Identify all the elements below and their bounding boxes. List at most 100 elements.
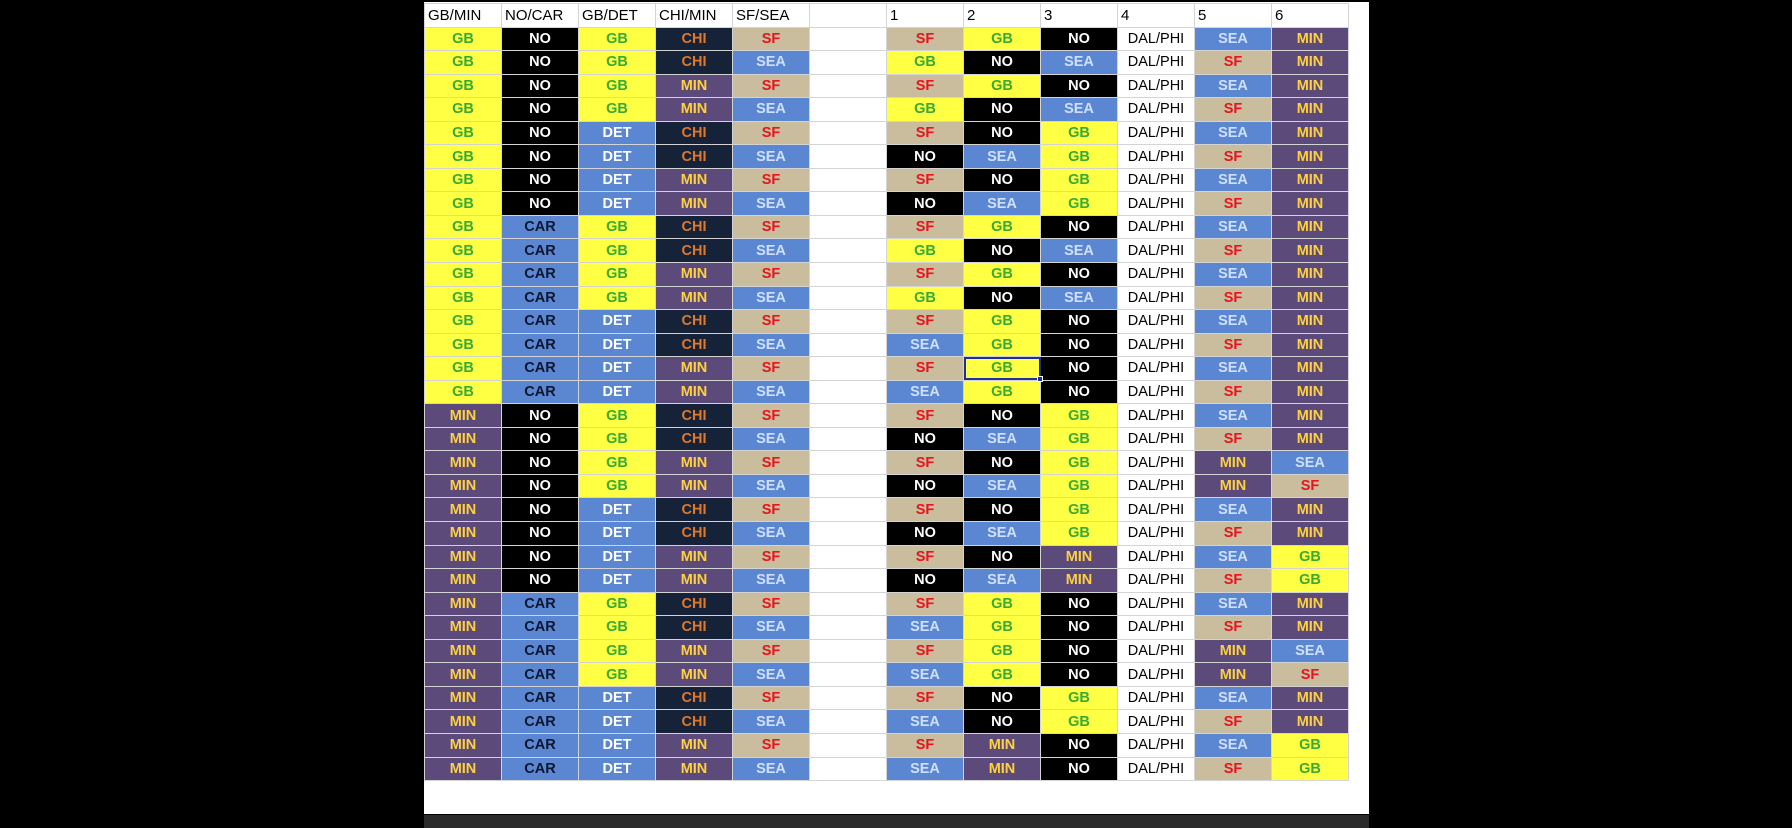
grid-cell[interactable]: SF	[886, 732, 964, 758]
grid-cell[interactable]	[809, 262, 887, 287]
grid-cell[interactable]: SF	[1194, 615, 1272, 640]
grid-cell[interactable]: SF	[886, 685, 964, 711]
grid-cell[interactable]: MIN	[424, 521, 502, 546]
grid-cell[interactable]: MIN	[424, 450, 502, 475]
grid-cell[interactable]: SEA	[732, 568, 810, 593]
grid-cell[interactable]: NO	[963, 709, 1041, 734]
grid-cell[interactable]: SEA	[732, 144, 810, 169]
grid-cell[interactable]: GB	[1271, 756, 1349, 782]
grid-cell[interactable]: GB	[424, 285, 502, 311]
grid-cell[interactable]: GB	[963, 615, 1041, 640]
grid-cell[interactable]: DAL/PHI	[1117, 309, 1195, 334]
grid-cell[interactable]: DAL/PHI	[1117, 144, 1195, 169]
grid-cell[interactable]: SEA	[886, 332, 964, 358]
grid-cell[interactable]: MIN	[655, 544, 733, 570]
grid-cell[interactable]: DAL/PHI	[1117, 403, 1195, 428]
grid-cell[interactable]: SF	[732, 638, 810, 664]
column-header[interactable]: GB/DET	[578, 3, 656, 28]
grid-cell[interactable]: SEA	[1194, 120, 1272, 146]
grid-cell[interactable]: MIN	[655, 473, 733, 499]
grid-cell[interactable]: SF	[886, 450, 964, 475]
grid-cell[interactable]: DAL/PHI	[1117, 332, 1195, 358]
grid-cell[interactable]: SEA	[1194, 309, 1272, 334]
grid-cell[interactable]: NO	[963, 497, 1041, 523]
grid-cell[interactable]: DAL/PHI	[1117, 591, 1195, 617]
grid-cell[interactable]: MIN	[655, 756, 733, 782]
grid-cell[interactable]	[809, 403, 887, 428]
grid-cell[interactable]: MIN	[424, 403, 502, 428]
grid-cell[interactable]: NO	[1040, 591, 1118, 617]
grid-cell[interactable]: MIN	[655, 356, 733, 381]
grid-cell[interactable]: CAR	[501, 709, 579, 734]
grid-cell[interactable]: SEA	[732, 97, 810, 122]
grid-cell[interactable]: SF	[886, 214, 964, 240]
grid-cell[interactable]: SF	[732, 167, 810, 193]
grid-cell[interactable]: DET	[578, 568, 656, 593]
grid-cell[interactable]: GB	[1040, 521, 1118, 546]
grid-cell[interactable]: GB	[886, 238, 964, 264]
grid-cell[interactable]: CAR	[501, 615, 579, 640]
grid-cell[interactable]: GB	[578, 662, 656, 687]
grid-cell[interactable]	[809, 238, 887, 264]
grid-cell[interactable]: NO	[963, 97, 1041, 122]
grid-cell[interactable]: SEA	[963, 144, 1041, 169]
grid-cell[interactable]: MIN	[655, 568, 733, 593]
grid-cell[interactable]: GB	[963, 73, 1041, 99]
grid-cell[interactable]: NO	[1040, 309, 1118, 334]
grid-cell[interactable]: NO	[963, 167, 1041, 193]
grid-cell[interactable]: GB	[424, 26, 502, 52]
grid-cell[interactable]: GB	[424, 379, 502, 405]
grid-cell[interactable]: SF	[886, 26, 964, 52]
grid-cell[interactable]: MIN	[963, 732, 1041, 758]
grid-cell[interactable]: CAR	[501, 638, 579, 664]
grid-cell[interactable]: SEA	[1194, 544, 1272, 570]
grid-cell[interactable]: MIN	[1194, 662, 1272, 687]
grid-cell[interactable]: GB	[963, 26, 1041, 52]
grid-cell[interactable]	[809, 497, 887, 523]
grid-cell[interactable]: MIN	[424, 473, 502, 499]
grid-cell[interactable]	[809, 473, 887, 499]
grid-cell[interactable]: DET	[578, 309, 656, 334]
grid-cell[interactable]	[809, 26, 887, 52]
grid-cell[interactable]: GB	[963, 214, 1041, 240]
grid-cell[interactable]: NO	[963, 285, 1041, 311]
grid-cell[interactable]: GB	[424, 356, 502, 381]
grid-cell[interactable]: DET	[578, 521, 656, 546]
grid-cell[interactable]: SEA	[1194, 167, 1272, 193]
grid-cell[interactable]: NO	[1040, 662, 1118, 687]
grid-cell[interactable]: SEA	[1194, 262, 1272, 287]
grid-cell[interactable]: GB	[578, 403, 656, 428]
grid-cell[interactable]: DAL/PHI	[1117, 356, 1195, 381]
grid-cell[interactable]: MIN	[655, 191, 733, 216]
grid-cell[interactable]: NO	[886, 568, 964, 593]
grid-cell[interactable]: MIN	[1271, 262, 1349, 287]
grid-cell[interactable]: CHI	[655, 120, 733, 146]
grid-cell[interactable]: SEA	[886, 615, 964, 640]
grid-cell[interactable]: GB	[1271, 544, 1349, 570]
column-header[interactable]: 1	[886, 3, 964, 28]
grid-cell[interactable]	[809, 97, 887, 122]
grid-cell[interactable]: MIN	[655, 167, 733, 193]
grid-cell[interactable]: MIN	[424, 426, 502, 452]
grid-cell[interactable]: CHI	[655, 144, 733, 169]
grid-cell[interactable]: MIN	[655, 450, 733, 475]
grid-cell[interactable]: DAL/PHI	[1117, 426, 1195, 452]
column-header[interactable]: GB/MIN	[424, 3, 502, 28]
grid-cell[interactable]: MIN	[424, 615, 502, 640]
grid-cell[interactable]: SF	[1194, 568, 1272, 593]
grid-cell[interactable]: GB	[424, 73, 502, 99]
grid-cell[interactable]: CHI	[655, 709, 733, 734]
grid-cell[interactable]: GB	[963, 356, 1041, 381]
grid-cell[interactable]: SEA	[1194, 732, 1272, 758]
grid-cell[interactable]: SEA	[732, 50, 810, 75]
grid-cell[interactable]: DET	[578, 709, 656, 734]
grid-cell[interactable]: SEA	[963, 521, 1041, 546]
grid-cell[interactable]: GB	[1040, 426, 1118, 452]
grid-cell[interactable]: SF	[732, 403, 810, 428]
grid-cell[interactable]: DAL/PHI	[1117, 732, 1195, 758]
grid-cell[interactable]: GB	[1040, 167, 1118, 193]
grid-cell[interactable]: CHI	[655, 309, 733, 334]
grid-cell[interactable]: CAR	[501, 662, 579, 687]
grid-cell[interactable]: DAL/PHI	[1117, 638, 1195, 664]
grid-cell[interactable]: SF	[886, 73, 964, 99]
